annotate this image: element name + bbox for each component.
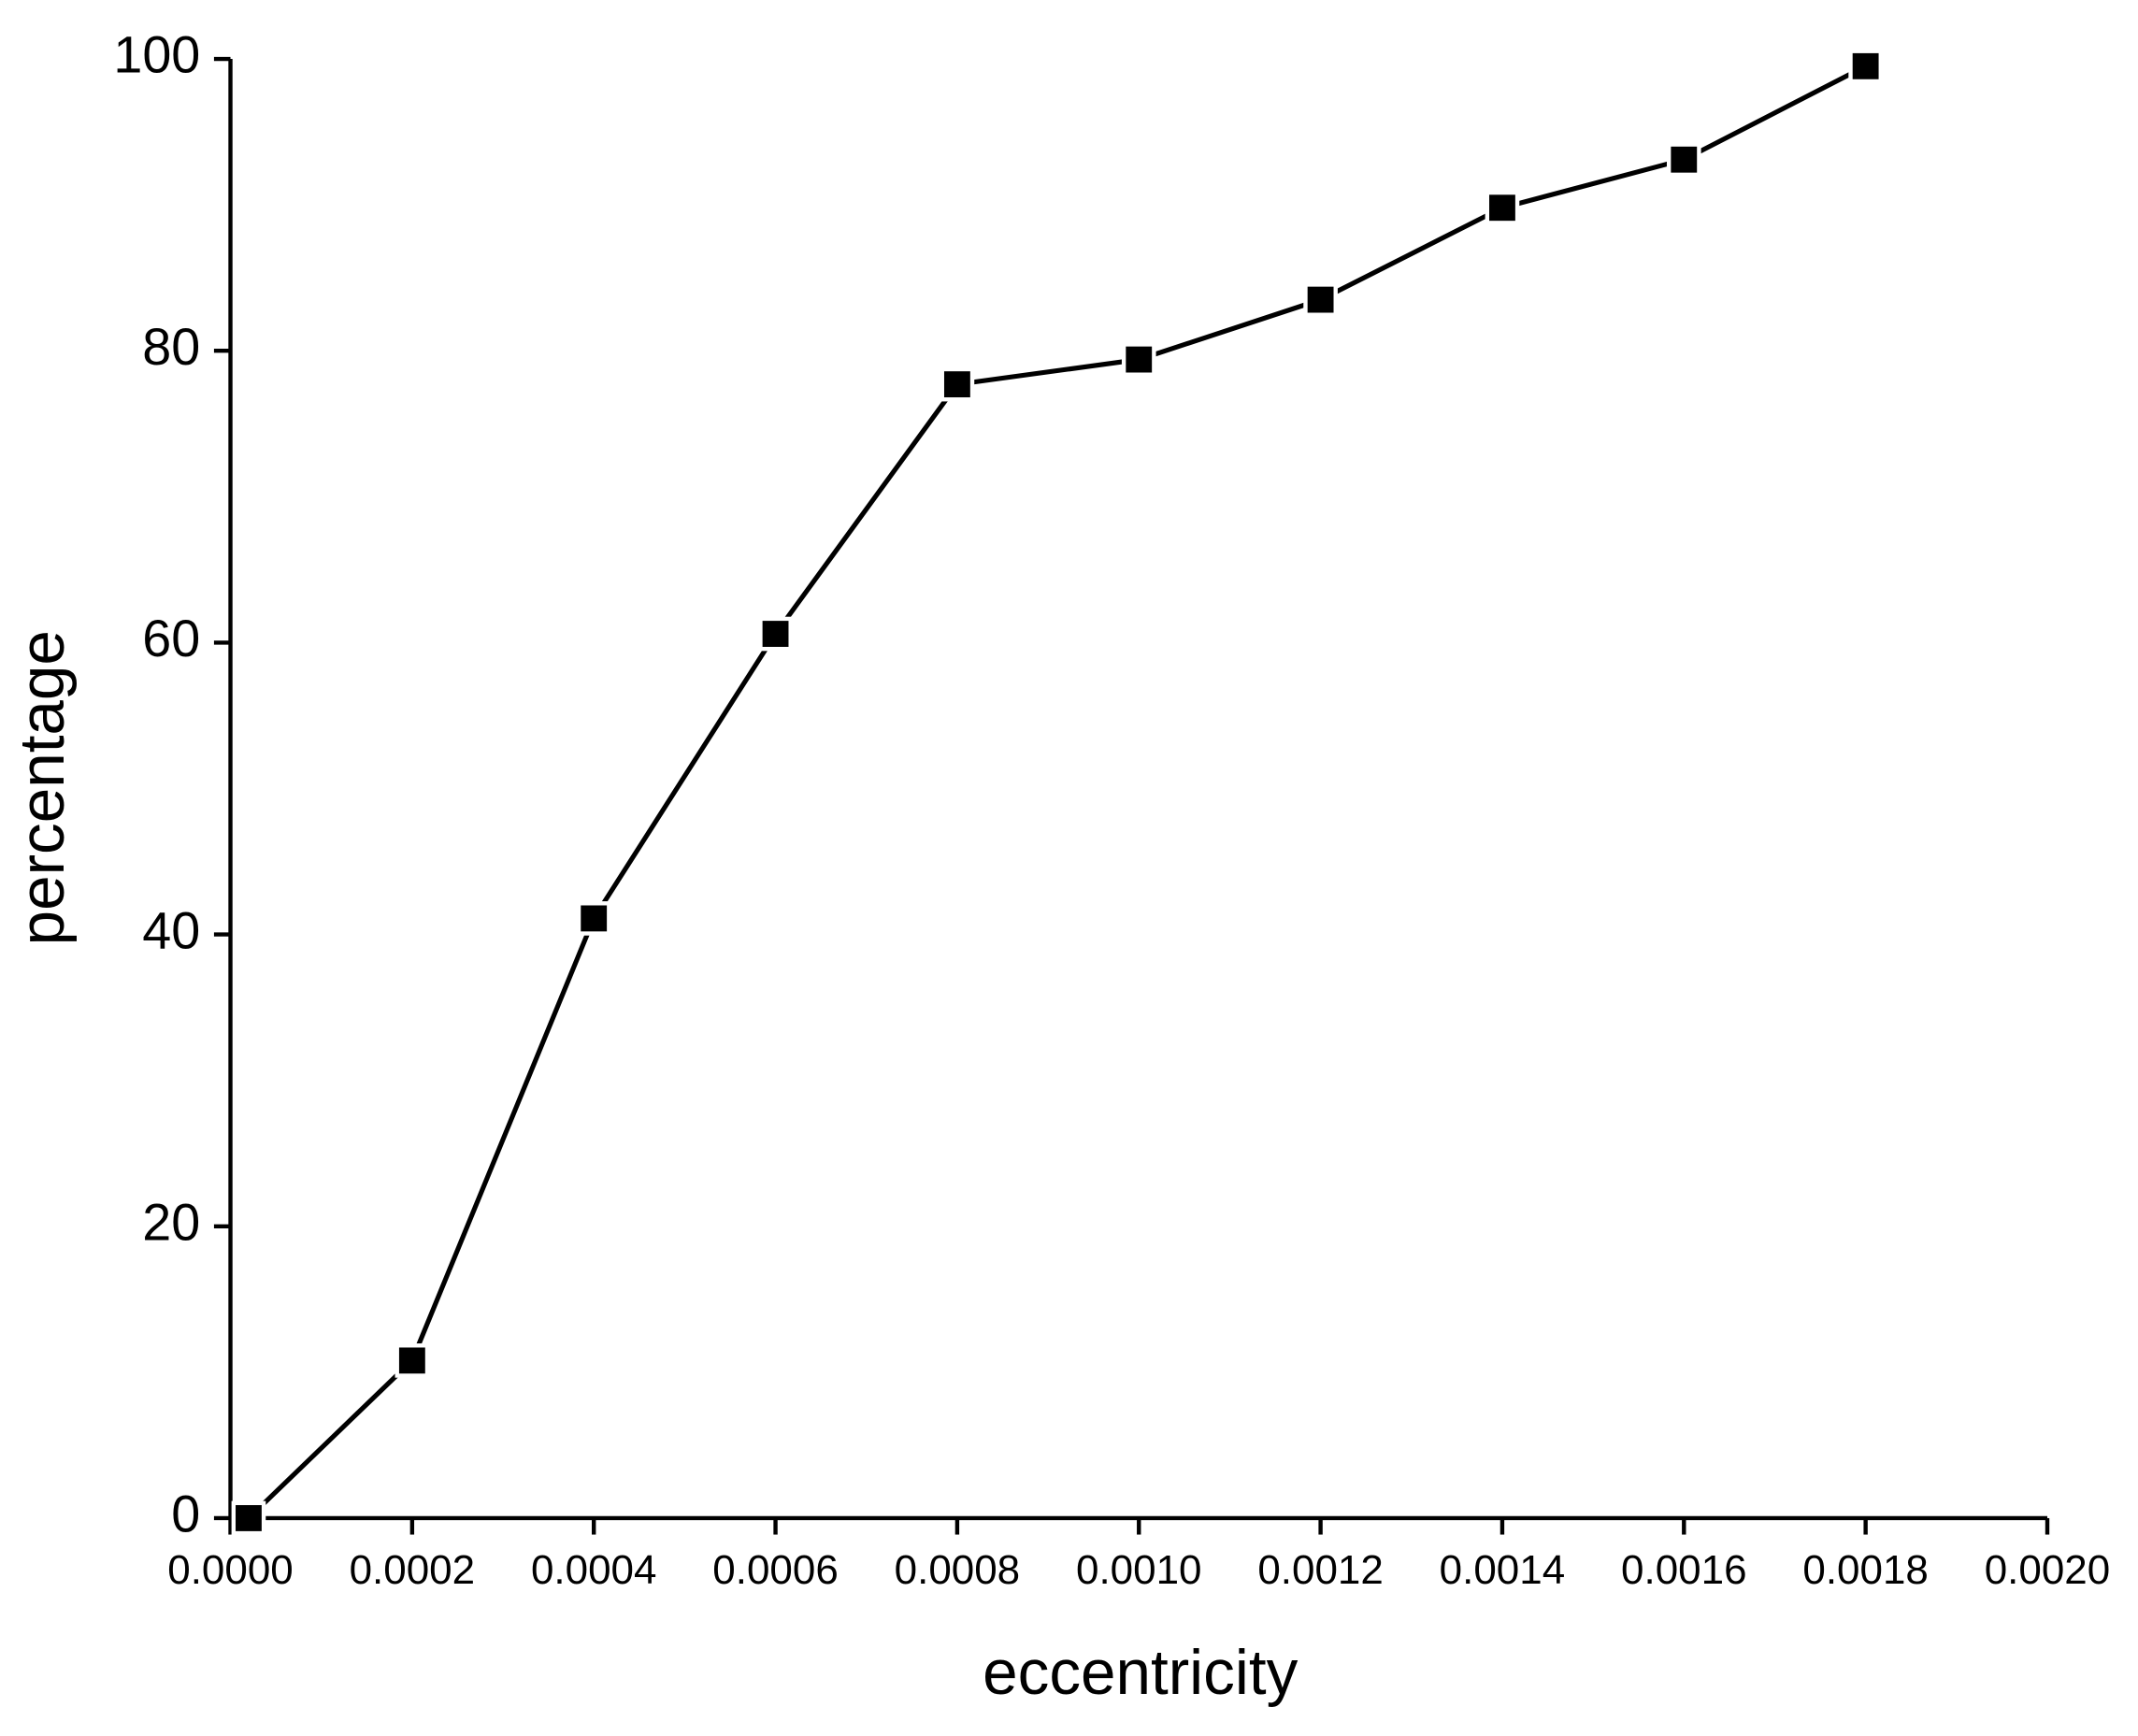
y-tick-label: 60 — [142, 610, 200, 667]
data-point — [940, 366, 975, 402]
x-tick-label: 0.0010 — [1076, 1547, 1201, 1593]
x-tick-label: 0.0020 — [1985, 1547, 2110, 1593]
y-tick-label: 20 — [142, 1193, 200, 1251]
data-point — [231, 1500, 266, 1536]
x-tick-label: 0.0004 — [531, 1547, 656, 1593]
data-point — [395, 1343, 430, 1378]
y-tick-label: 100 — [113, 26, 200, 84]
x-tick-label: 0.0006 — [712, 1547, 838, 1593]
x-tick-label: 0.0012 — [1257, 1547, 1383, 1593]
x-tick-label: 0.0002 — [350, 1547, 475, 1593]
data-point — [576, 901, 611, 936]
data-point — [1848, 49, 1883, 84]
x-tick-label: 0.0014 — [1440, 1547, 1565, 1593]
data-point — [1485, 190, 1520, 225]
data-point — [1303, 282, 1338, 317]
data-point — [1121, 342, 1156, 377]
x-axis-title: eccentricity — [983, 1638, 1298, 1708]
x-tick-label: 0.0000 — [167, 1547, 293, 1593]
y-tick-label: 80 — [142, 318, 200, 376]
x-tick-label: 0.0008 — [895, 1547, 1020, 1593]
x-tick-label: 0.0018 — [1802, 1547, 1928, 1593]
data-line — [247, 64, 1867, 1520]
y-tick-label: 0 — [171, 1485, 200, 1543]
x-tick-label: 0.0016 — [1621, 1547, 1746, 1593]
y-axis-title: percentage — [7, 630, 78, 945]
data-point — [1666, 142, 1701, 178]
y-tick-label: 40 — [142, 901, 200, 959]
data-point — [758, 616, 793, 652]
